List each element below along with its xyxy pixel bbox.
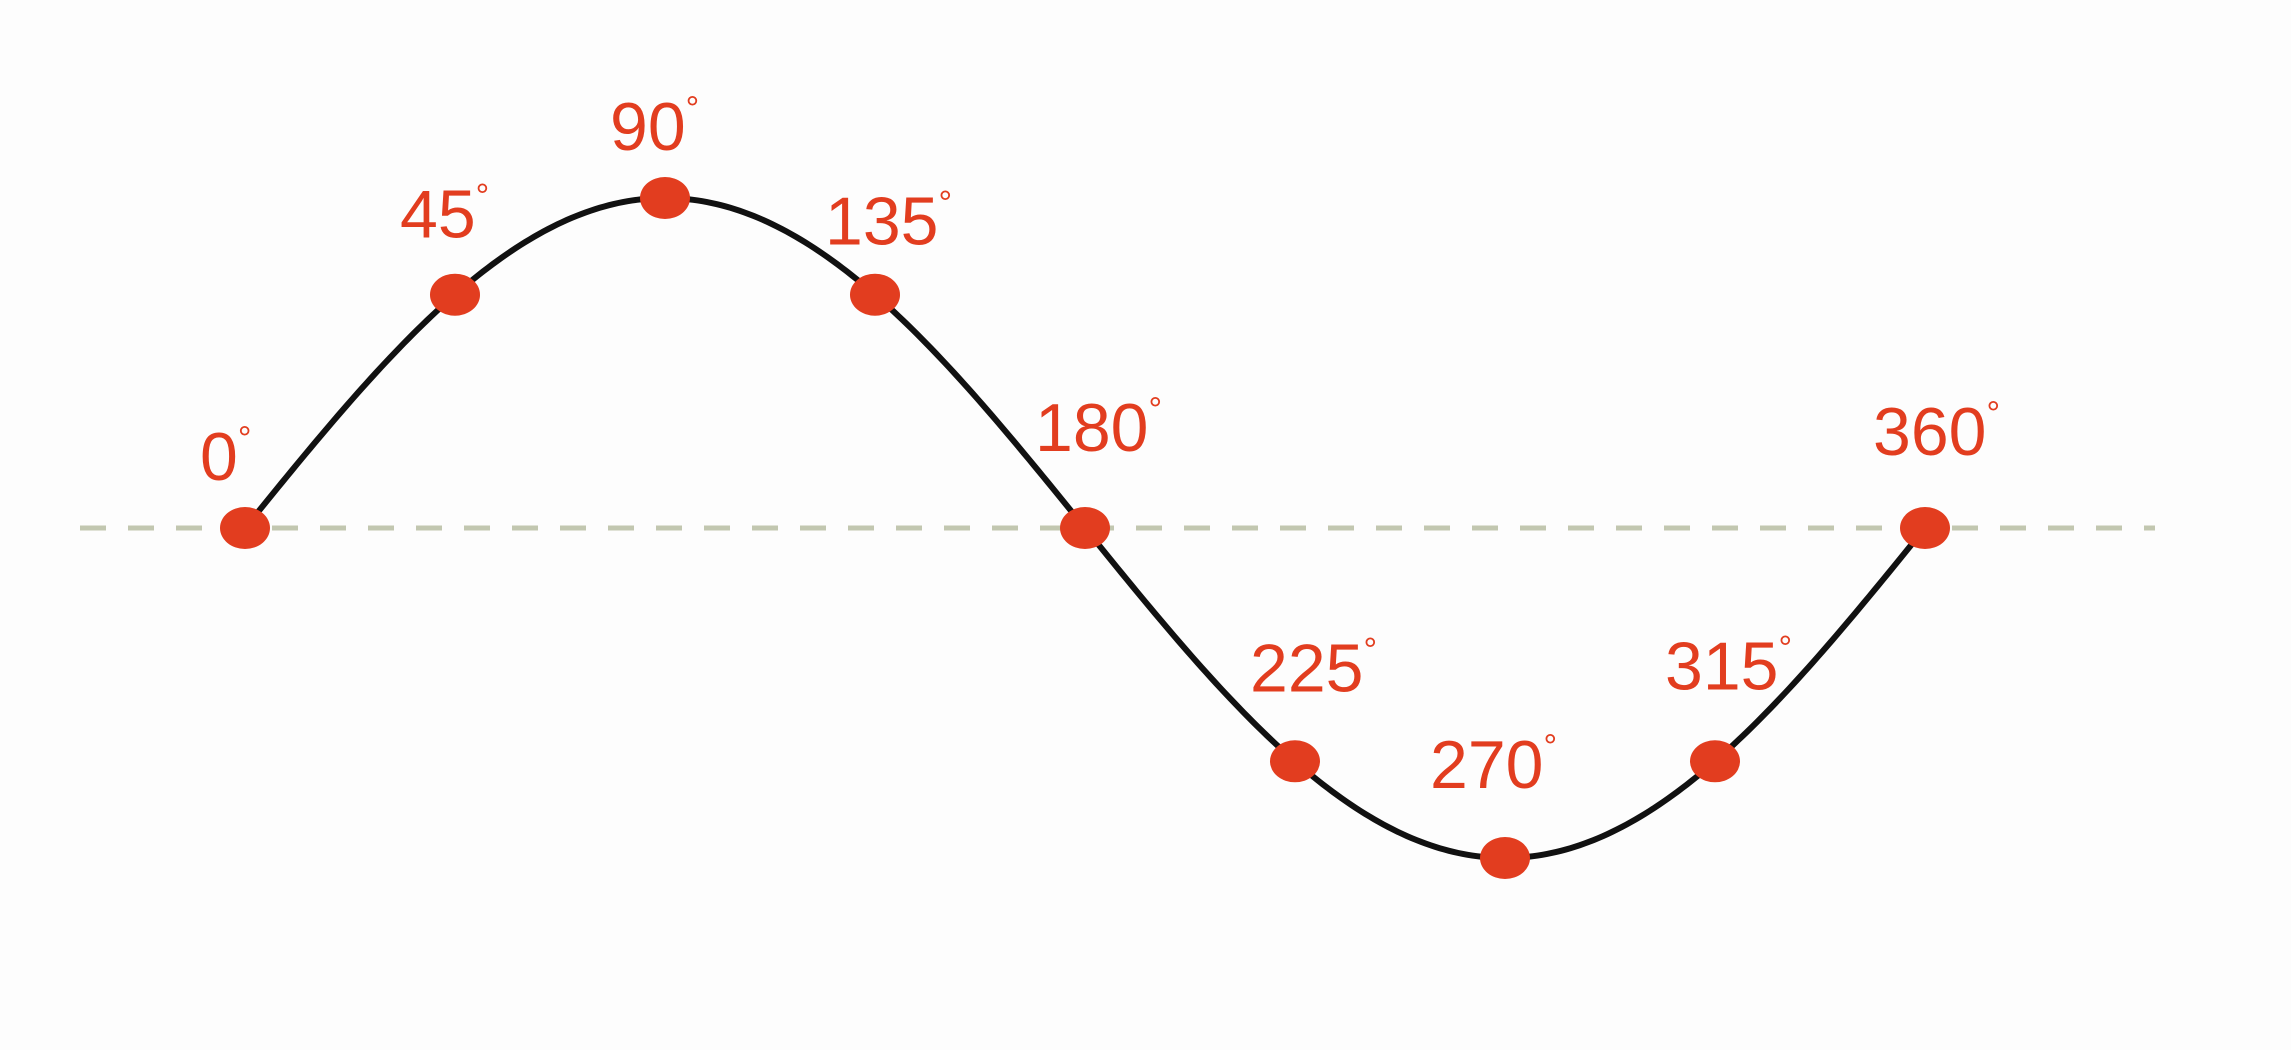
degree-mark: ° — [1986, 395, 2000, 433]
label-90-deg: 90° — [610, 89, 699, 165]
label-0-deg: 0° — [200, 419, 251, 495]
point-315-deg — [1690, 740, 1740, 783]
label-135-value: 135 — [825, 184, 938, 260]
point-45-deg — [430, 273, 480, 316]
degree-mark: ° — [476, 178, 490, 216]
point-360-deg — [1900, 507, 1950, 549]
point-270-deg — [1480, 837, 1530, 879]
point-90-deg — [640, 177, 690, 219]
label-315-value: 315 — [1665, 628, 1778, 704]
label-225-value: 225 — [1250, 630, 1363, 706]
label-90-value: 90 — [610, 89, 686, 165]
angle-labels: 0°45°90°135°180°225°270°315°360° — [200, 89, 2000, 803]
degree-mark: ° — [1778, 629, 1792, 667]
degree-mark: ° — [1363, 631, 1377, 669]
degree-mark: ° — [938, 185, 952, 223]
point-225-deg — [1270, 740, 1320, 783]
label-45-value: 45 — [400, 177, 476, 253]
degree-mark: ° — [238, 420, 252, 458]
label-315-deg: 315° — [1665, 628, 1792, 704]
label-180-value: 180 — [1035, 390, 1148, 466]
label-45-deg: 45° — [400, 177, 489, 253]
point-180-deg — [1060, 507, 1110, 549]
label-225-deg: 225° — [1250, 630, 1377, 706]
label-360-value: 360 — [1873, 394, 1986, 470]
point-135-deg — [850, 273, 900, 316]
point-0-deg — [220, 507, 270, 549]
degree-mark: ° — [1148, 391, 1162, 429]
label-270-deg: 270° — [1430, 727, 1557, 803]
label-360-deg: 360° — [1873, 394, 2000, 470]
label-270-value: 270 — [1430, 727, 1543, 803]
label-135-deg: 135° — [825, 184, 952, 260]
label-0-value: 0 — [200, 419, 238, 495]
angle-points — [220, 177, 1950, 879]
degree-mark: ° — [686, 90, 700, 128]
degree-mark: ° — [1543, 728, 1557, 766]
label-180-deg: 180° — [1035, 390, 1162, 466]
